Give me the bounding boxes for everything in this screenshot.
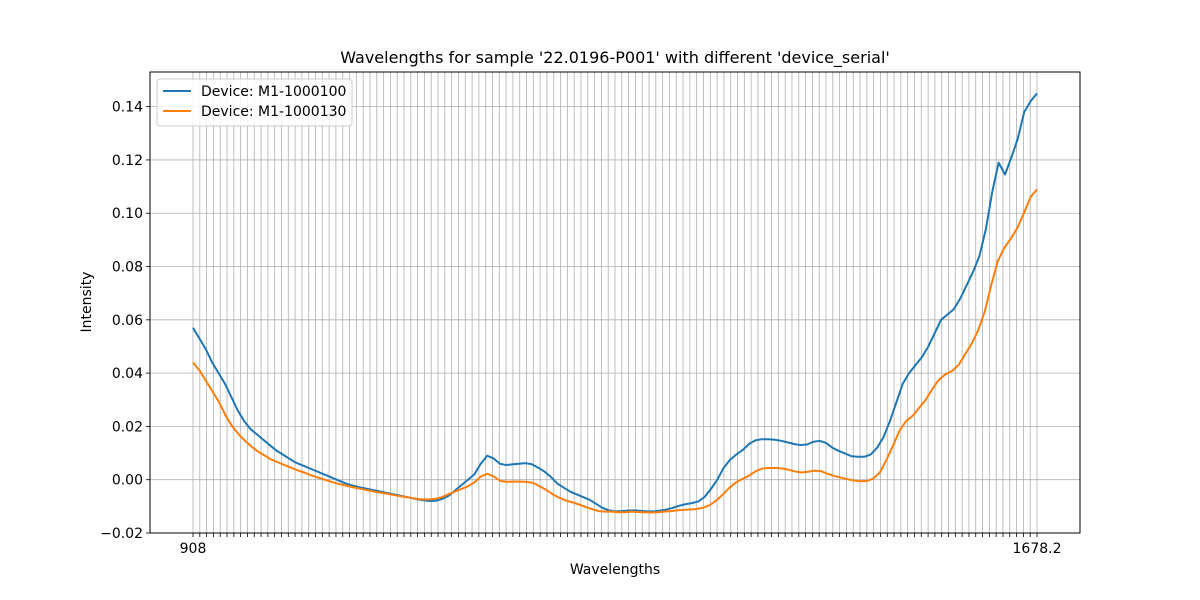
legend-box: [156, 78, 353, 127]
grid: [150, 72, 1080, 534]
x-axis-label: Wavelengths: [570, 562, 660, 578]
chart-title: Wavelengths for sample '22.0196-P001' wi…: [340, 48, 890, 68]
x-tick-label: 908: [180, 541, 207, 557]
legend-entry-series-2: Device: M1-1000130: [201, 104, 346, 120]
y-tick-label: −0.02: [100, 526, 143, 542]
x-axis: 908 1678.2: [180, 533, 1062, 557]
y-axis-label: Intensity: [79, 272, 95, 333]
y-tick-label: 0.06: [112, 313, 143, 329]
y-tick-label: 0.10: [112, 206, 143, 222]
series-lines: [192, 92, 1038, 514]
x-tick-label: 1678.2: [1013, 541, 1062, 557]
y-tick-label: 0.12: [112, 153, 143, 169]
legend: Device: M1-1000100 Device: M1-1000130: [156, 78, 353, 127]
series-line-2: [192, 188, 1038, 514]
y-tick-label: 0.02: [112, 419, 143, 435]
y-tick-label: 0.04: [112, 366, 143, 382]
y-tick-label: 0.00: [112, 473, 143, 489]
y-axis: −0.02 0.00 0.02 0.04 0.06 0.08 0.10 0.12 0.14: [100, 100, 150, 542]
y-tick-label: 0.08: [112, 260, 143, 276]
y-tick-label: 0.14: [112, 100, 143, 116]
legend-entry-series-1: Device: M1-1000100: [201, 84, 346, 100]
